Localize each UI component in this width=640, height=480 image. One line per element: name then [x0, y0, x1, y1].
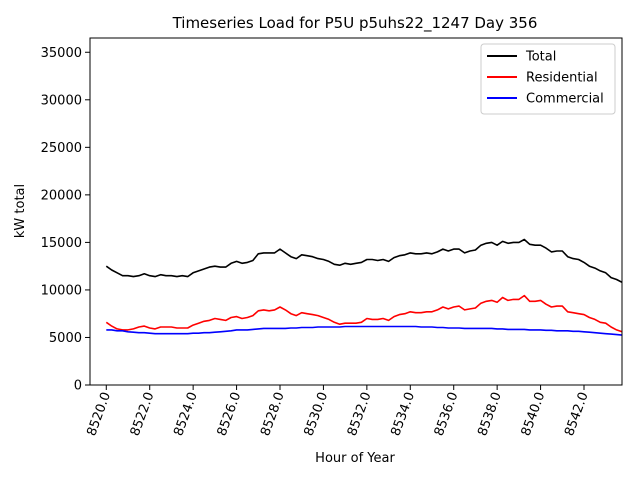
- y-tick-label: 5000: [49, 331, 82, 346]
- y-axis-ticks: 0 5000 10000 15000 20000 25000 30000 35000: [41, 46, 90, 394]
- series-line-residential: [105, 294, 623, 333]
- y-tick-label: 0: [74, 379, 82, 394]
- chart-title: Timeseries Load for P5U p5uhs22_1247 Day…: [172, 14, 538, 33]
- series-line-commercial: [106, 325, 623, 336]
- plot-frame: [89, 37, 623, 386]
- series-lines: [105, 238, 623, 336]
- series-line-total: [105, 238, 623, 284]
- legend: Total Residential Commercial: [480, 43, 616, 115]
- legend-label-total: Total: [525, 50, 556, 65]
- y-tick-label: 10000: [41, 283, 82, 298]
- y-tick-label: 35000: [41, 46, 82, 61]
- legend-label-commercial: Commercial: [526, 92, 604, 107]
- y-tick-label: 15000: [41, 236, 82, 251]
- y-tick-label: 25000: [41, 141, 82, 156]
- legend-box: [480, 43, 616, 115]
- y-axis-label: kW total: [13, 184, 28, 238]
- y-tick-label: 20000: [41, 188, 82, 203]
- x-axis-label: Hour of Year: [315, 451, 395, 466]
- legend-label-residential: Residential: [526, 71, 598, 86]
- y-tick-label: 30000: [41, 93, 82, 108]
